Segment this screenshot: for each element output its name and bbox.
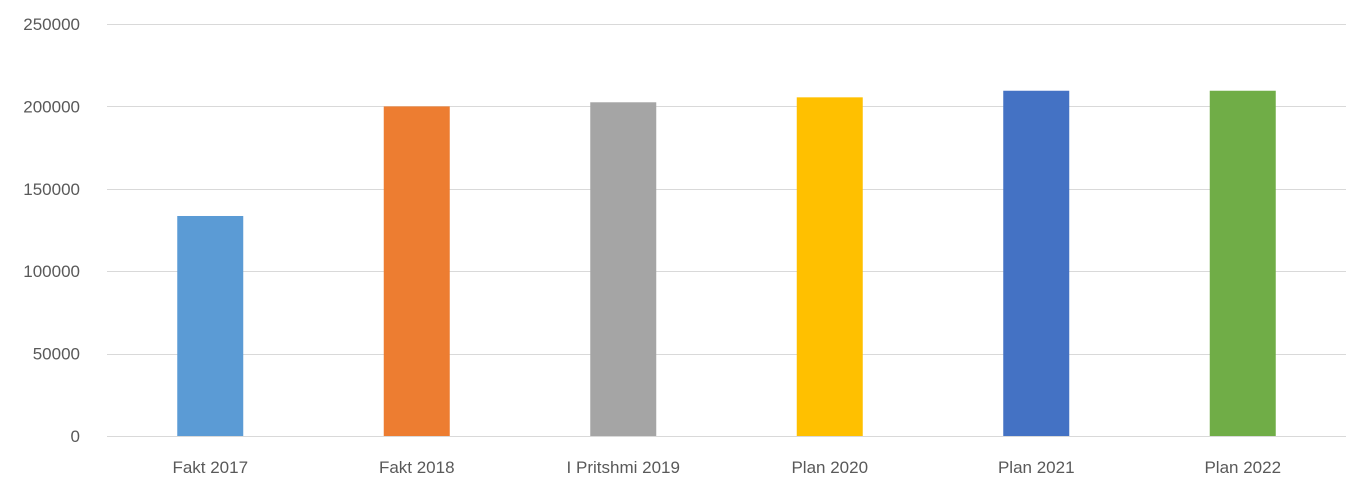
x-tick-label: Plan 2020 — [791, 458, 868, 477]
bar-fakt-2018 — [383, 106, 450, 437]
bars — [177, 90, 1276, 437]
x-tick-label: Plan 2022 — [1204, 458, 1281, 477]
y-tick-label: 0 — [71, 427, 80, 446]
bar-plan-2020 — [796, 97, 863, 436]
y-tick-label: 100000 — [23, 262, 80, 281]
bar-plan-2022 — [1209, 90, 1276, 436]
bar-plan-2021 — [1003, 90, 1070, 436]
y-tick-label: 200000 — [23, 97, 80, 116]
x-tick-label: Fakt 2017 — [172, 458, 248, 477]
y-tick-label: 250000 — [23, 15, 80, 34]
x-tick-label: Plan 2021 — [998, 458, 1075, 477]
y-axis-tick-labels: 0 50000 100000 150000 200000 250000 — [23, 15, 80, 446]
x-axis-tick-labels: Fakt 2017 Fakt 2018 I Pritshmi 2019 Plan 20… — [172, 458, 1281, 477]
y-tick-label: 50000 — [33, 345, 80, 364]
x-tick-label: Fakt 2018 — [379, 458, 455, 477]
bar-fakt-2017 — [177, 215, 244, 436]
bar-i-pritshmi-2019 — [590, 102, 657, 436]
y-tick-label: 150000 — [23, 180, 80, 199]
x-tick-label: I Pritshmi 2019 — [567, 458, 680, 477]
gridlines — [107, 24, 1346, 437]
